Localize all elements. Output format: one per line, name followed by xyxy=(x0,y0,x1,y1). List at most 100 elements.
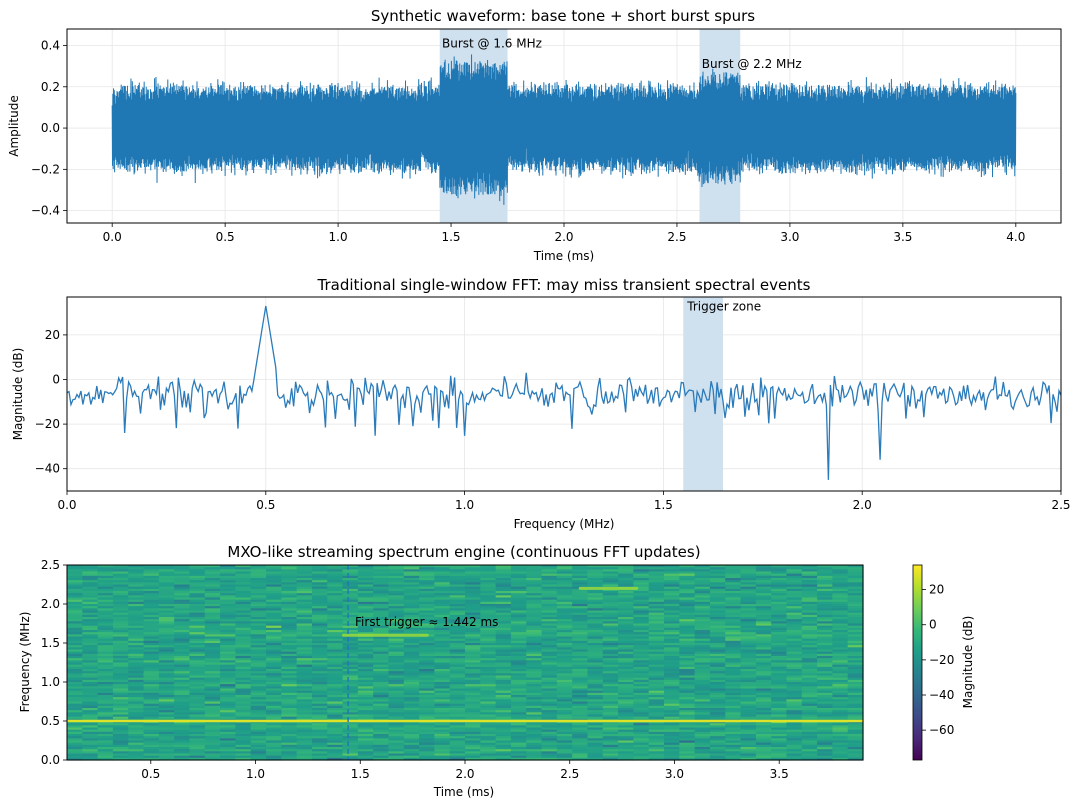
spectrogram-cell xyxy=(694,651,711,655)
spectrogram-cell xyxy=(97,580,114,583)
spectrogram-cell xyxy=(526,753,543,757)
spectrogram-cell xyxy=(587,584,604,588)
spectrogram-cell xyxy=(740,651,757,655)
spectrogram-cell xyxy=(526,731,543,735)
spectrogram-cell xyxy=(679,571,696,575)
spectrogram-cell xyxy=(602,708,619,711)
spectrogram-cell xyxy=(112,578,129,581)
spectrogram-cell xyxy=(189,692,206,696)
spectrogram-cell xyxy=(526,723,543,726)
spectrogram-cell xyxy=(357,610,374,614)
spectrogram-cell xyxy=(434,721,451,724)
spectrogram-cell xyxy=(510,753,527,757)
spectrogram-cell xyxy=(419,725,435,729)
spectrogram-cell xyxy=(679,627,696,631)
spectrogram-cell xyxy=(556,593,573,596)
spectrogram-cell xyxy=(327,647,344,651)
spectrogram-cell xyxy=(434,673,451,677)
spectrogram-cell xyxy=(296,636,313,640)
spectrogram-cell xyxy=(434,627,451,631)
spectrogram-cell xyxy=(67,716,83,720)
spectrogram-cell xyxy=(602,699,619,703)
spectrogram-cell xyxy=(801,755,818,759)
spectrogram-cell xyxy=(786,662,803,666)
spectrogram-cell xyxy=(189,614,206,618)
spectrogram-cell xyxy=(526,601,543,605)
spectrogram-cell xyxy=(204,612,221,616)
spectrogram-cell xyxy=(143,708,160,711)
spectrogram-cell xyxy=(189,595,206,599)
spectrogram-cell xyxy=(847,738,864,742)
spectrogram-cell xyxy=(449,753,466,757)
spectrogram-cell xyxy=(786,653,803,657)
spectrogram-cell xyxy=(725,608,742,612)
spectrogram-cell xyxy=(97,697,114,700)
spectrogram-cell xyxy=(143,710,160,713)
spectrogram-cell xyxy=(694,575,711,579)
spectrogram-cell xyxy=(67,692,83,696)
spectrogram-cell xyxy=(847,705,864,709)
spectrogram-cell xyxy=(602,595,619,599)
spectrogram-cell xyxy=(189,669,206,672)
spectrogram-cell xyxy=(465,588,481,592)
spectrogram-cell xyxy=(633,630,650,633)
spectrogram-cell xyxy=(449,591,466,594)
spectrogram-cell xyxy=(342,721,359,724)
spectrogram-cell xyxy=(572,658,589,661)
spectrogram-cell xyxy=(648,599,665,603)
spectrogram-cell xyxy=(235,684,252,687)
spectrogram-cell xyxy=(480,708,497,711)
spectrogram-cell xyxy=(495,753,512,757)
spectrogram-cell xyxy=(327,714,344,718)
spectrogram-cell xyxy=(801,677,818,681)
spectrogram-cell xyxy=(434,749,451,752)
spectrogram-cell xyxy=(694,686,711,690)
spectrogram-cell xyxy=(694,747,711,750)
spectrogram-cell xyxy=(266,705,282,709)
spectrogram-cell xyxy=(740,588,757,592)
spectrogram-cell xyxy=(817,753,833,757)
spectrogram-cell xyxy=(97,571,114,575)
spectrogram-cell xyxy=(174,757,191,761)
spectrogram-cell xyxy=(281,578,298,581)
spectrogram-cell xyxy=(97,692,114,696)
spectrogram-cell xyxy=(740,731,757,735)
spectrogram-cell xyxy=(847,723,864,726)
spectrogram-cell xyxy=(403,757,420,761)
spectrogram-cell xyxy=(266,701,282,705)
spectrogram-cell xyxy=(449,673,466,677)
spectrogram-cell xyxy=(832,591,849,594)
spectrogram-cell xyxy=(403,740,420,744)
spectrogram-cell xyxy=(327,729,344,733)
spectrogram-cell xyxy=(633,604,650,607)
spectrogram-cell xyxy=(388,731,405,735)
spectrogram-cell xyxy=(465,742,481,746)
spectrogram-cell xyxy=(220,708,236,711)
spectrogram-cell xyxy=(465,584,481,588)
spectrogram-cell xyxy=(250,736,267,739)
spectrogram-cell xyxy=(618,582,634,586)
spectrogram-cell xyxy=(832,634,849,638)
spectrogram-cell xyxy=(373,714,390,718)
spectrogram-cell xyxy=(648,664,665,668)
spectrogram-cell xyxy=(725,653,742,657)
spectrogram-cell xyxy=(541,690,558,694)
spectrogram-cell xyxy=(235,610,252,614)
spectrogram-cell xyxy=(174,658,191,661)
spectrogram-cell xyxy=(755,723,772,726)
spectrogram-cell xyxy=(112,575,129,579)
spectrogram-cell xyxy=(832,712,849,716)
spectrogram-cell xyxy=(434,591,451,594)
spectrogram-cell xyxy=(679,619,696,622)
spectrogram-cell xyxy=(112,701,129,705)
spectrogram-cell xyxy=(97,653,114,657)
spectrogram-cell xyxy=(204,740,221,744)
spectrogram-cell xyxy=(235,757,252,761)
spectrogram-cell xyxy=(235,666,252,670)
spectrogram-cell xyxy=(67,682,83,685)
spectrogram-cell xyxy=(725,664,742,668)
spectrogram-cell xyxy=(67,627,83,631)
spectrogram-cell xyxy=(618,575,634,579)
spectrogram-cell xyxy=(434,699,451,703)
spectrogram-cell xyxy=(679,729,696,733)
